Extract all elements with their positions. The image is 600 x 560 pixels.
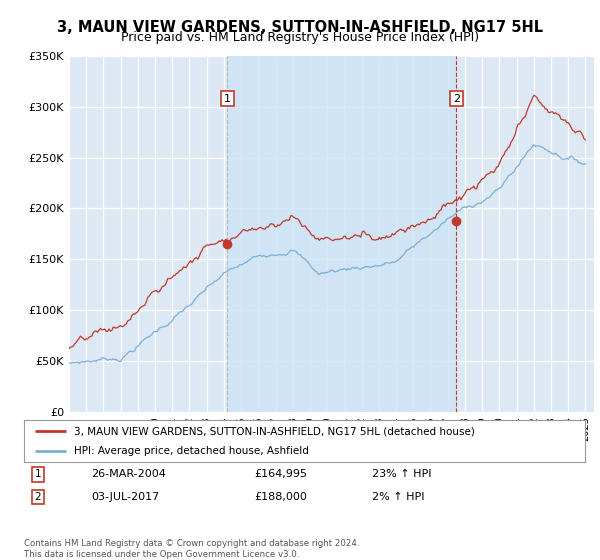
- Text: £188,000: £188,000: [254, 492, 307, 502]
- Text: 26-MAR-2004: 26-MAR-2004: [91, 469, 166, 479]
- Text: HPI: Average price, detached house, Ashfield: HPI: Average price, detached house, Ashf…: [74, 446, 310, 456]
- Bar: [227, 56, 456, 412]
- Text: Price paid vs. HM Land Registry's House Price Index (HPI): Price paid vs. HM Land Registry's House …: [121, 31, 479, 44]
- Text: 2: 2: [453, 94, 460, 104]
- Text: 3, MAUN VIEW GARDENS, SUTTON-IN-ASHFIELD, NG17 5HL: 3, MAUN VIEW GARDENS, SUTTON-IN-ASHFIELD…: [57, 20, 543, 35]
- Text: £164,995: £164,995: [254, 469, 307, 479]
- Text: 2% ↑ HPI: 2% ↑ HPI: [372, 492, 424, 502]
- Text: 03-JUL-2017: 03-JUL-2017: [91, 492, 160, 502]
- Text: 1: 1: [224, 94, 231, 104]
- Text: 23% ↑ HPI: 23% ↑ HPI: [372, 469, 431, 479]
- Text: Contains HM Land Registry data © Crown copyright and database right 2024.
This d: Contains HM Land Registry data © Crown c…: [24, 539, 359, 559]
- Text: 2: 2: [35, 492, 41, 502]
- Text: 3, MAUN VIEW GARDENS, SUTTON-IN-ASHFIELD, NG17 5HL (detached house): 3, MAUN VIEW GARDENS, SUTTON-IN-ASHFIELD…: [74, 426, 475, 436]
- Text: 1: 1: [35, 469, 41, 479]
